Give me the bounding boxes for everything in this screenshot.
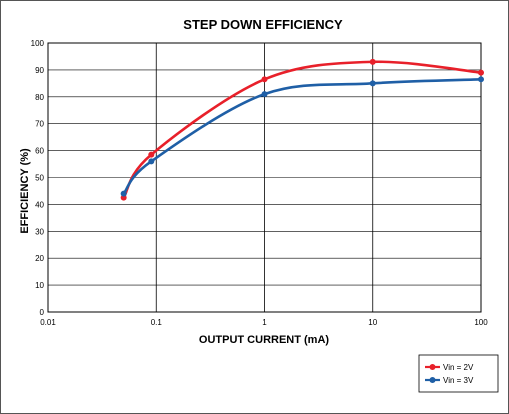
- y-tick-label: 20: [35, 254, 44, 263]
- x-tick-label: 0.01: [40, 318, 56, 327]
- grid: [47, 42, 482, 313]
- series-line: [122, 78, 482, 195]
- data-point: [148, 151, 155, 158]
- x-tick-label: 100: [474, 318, 488, 327]
- legend-entry: Vin = 2V: [443, 363, 474, 372]
- legend: Vin = 2V Vin = 3V: [418, 354, 499, 393]
- y-tick-label: 80: [35, 93, 44, 102]
- legend-marker: [429, 377, 436, 383]
- y-tick-label: 10: [35, 281, 44, 290]
- y-tick-label: 100: [31, 39, 45, 48]
- y-axis-ticks: 0 10 20 30 40 50 60 70 80 90 100: [31, 39, 45, 317]
- series-2: [120, 76, 484, 197]
- legend-entry: Vin = 3V: [443, 376, 474, 385]
- y-tick-label: 90: [35, 66, 44, 75]
- x-tick-label: 1: [262, 318, 267, 327]
- plot-area: [47, 42, 482, 313]
- data-point: [478, 69, 484, 76]
- y-tick-label: 60: [35, 147, 44, 156]
- x-axis-label: OUTPUT CURRENT (mA): [199, 334, 329, 346]
- y-tick-label: 70: [35, 120, 44, 129]
- series: [120, 58, 484, 201]
- x-axis-ticks: 0.01 0.1 1 10 100: [40, 318, 488, 327]
- chart-title: STEP DOWN EFFICIENCY: [183, 17, 343, 32]
- data-point: [261, 76, 268, 83]
- x-tick-label: 0.1: [151, 318, 163, 327]
- data-point: [369, 80, 376, 87]
- data-point: [148, 158, 155, 165]
- y-axis-label: EFFICIENCY (%): [19, 148, 31, 234]
- data-point: [120, 190, 127, 197]
- series-1: [120, 58, 484, 201]
- y-tick-label: 40: [35, 200, 44, 209]
- y-tick-label: 50: [35, 174, 44, 183]
- data-point: [478, 76, 484, 83]
- data-point: [369, 58, 376, 65]
- legend-box: [418, 354, 499, 393]
- x-tick-label: 10: [368, 318, 377, 327]
- y-tick-label: 30: [35, 227, 44, 236]
- data-point: [261, 91, 268, 98]
- y-tick-label: 0: [40, 308, 45, 317]
- legend-marker: [429, 364, 436, 370]
